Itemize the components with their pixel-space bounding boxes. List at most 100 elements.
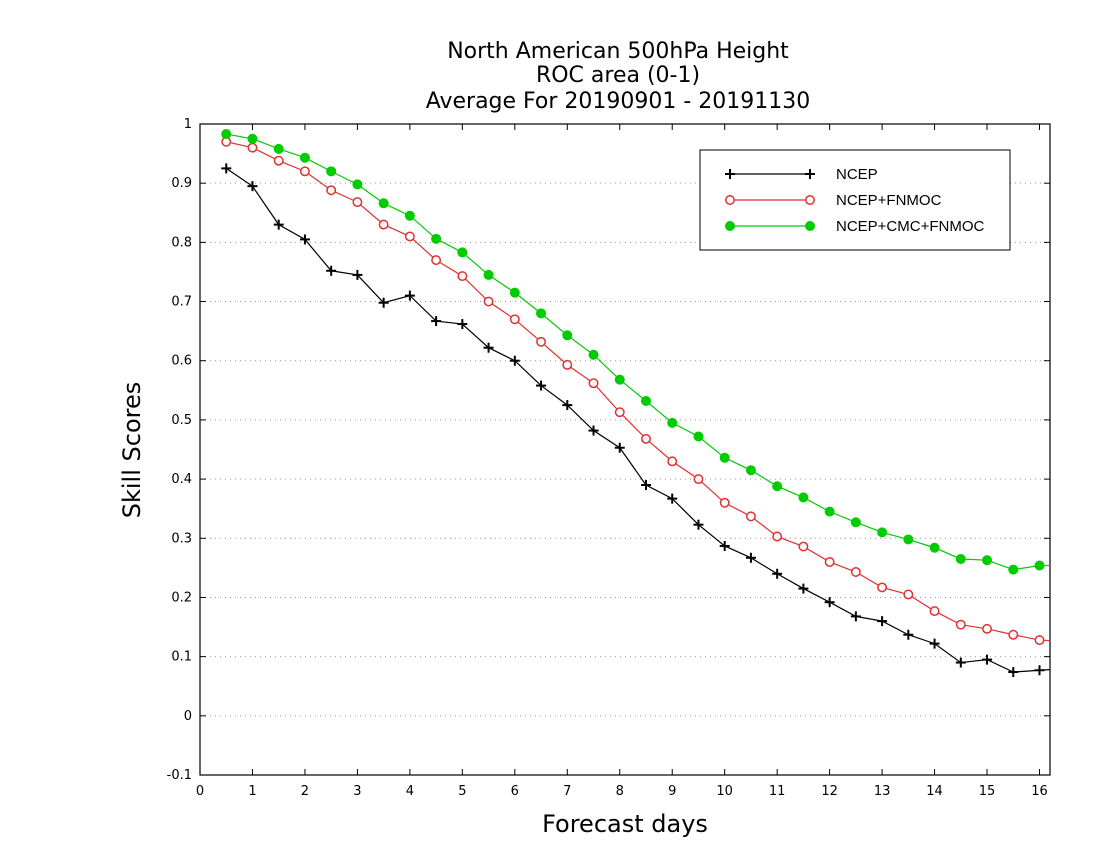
- data-point: [273, 155, 284, 166]
- data-point: [299, 166, 310, 177]
- data-point: [352, 179, 363, 190]
- x-tick-label: 9: [668, 784, 676, 799]
- data-point: [725, 169, 735, 179]
- data-point: [509, 287, 520, 298]
- x-tick-label: 14: [926, 784, 943, 799]
- x-tick-label: 12: [821, 784, 838, 799]
- data-point: [805, 221, 815, 231]
- x-tick-label: 11: [769, 784, 786, 799]
- data-point: [929, 542, 940, 553]
- x-axis-ticks: 0 1 2 3 4 5 6 7 8 9 10 11 12 13 14 15 16: [196, 124, 1048, 799]
- data-point: [378, 297, 389, 308]
- data-point: [824, 597, 835, 608]
- series-layer: [221, 129, 1051, 678]
- data-point: [509, 355, 520, 366]
- data-point: [588, 349, 599, 360]
- data-point: [457, 319, 468, 330]
- y-tick-label: 0: [184, 709, 192, 724]
- data-point: [667, 417, 678, 428]
- data-point: [798, 541, 809, 552]
- y-tick-label: 0.7: [171, 295, 192, 310]
- data-point: [326, 185, 337, 196]
- data-point: [982, 623, 992, 634]
- data-point: [798, 492, 809, 503]
- data-point: [457, 271, 468, 282]
- data-point: [719, 452, 730, 463]
- y-tick-label: 0.1: [171, 650, 192, 665]
- data-point: [719, 497, 730, 508]
- legend-item: NCEP+CMC+FNMOC: [725, 218, 985, 235]
- data-point: [745, 552, 756, 563]
- data-point: [588, 378, 599, 389]
- data-point: [745, 465, 756, 476]
- data-point: [725, 195, 735, 205]
- data-point: [824, 556, 835, 567]
- data-point: [247, 133, 258, 144]
- chart-title: North American 500hPa Height ROC area (0…: [426, 39, 811, 114]
- data-point: [955, 657, 966, 668]
- x-tick-label: 5: [458, 784, 466, 799]
- data-point: [982, 654, 993, 665]
- y-tick-label: -0.1: [167, 768, 192, 783]
- data-point: [805, 169, 815, 179]
- data-point: [877, 616, 888, 627]
- y-tick-label: 0.2: [171, 590, 192, 605]
- data-point: [562, 330, 573, 341]
- chart-title-line-2: ROC area (0-1): [536, 63, 700, 88]
- data-point: [431, 316, 442, 327]
- y-tick-label: 0.9: [171, 176, 192, 191]
- data-point: [404, 231, 415, 242]
- data-point: [955, 619, 966, 630]
- data-point: [247, 142, 258, 153]
- grid-lines: [200, 182, 1050, 717]
- y-tick-label: 0.4: [171, 472, 192, 487]
- data-point: [725, 221, 735, 231]
- data-point: [614, 407, 625, 418]
- y-tick-label: 0.5: [171, 413, 192, 428]
- y-tick-label: 1: [184, 117, 192, 132]
- data-point: [457, 247, 468, 258]
- series-ncep-cmc-fnmoc: [221, 129, 1050, 575]
- x-tick-label: 3: [353, 784, 361, 799]
- data-point: [667, 456, 678, 467]
- data-point: [772, 568, 783, 579]
- plot-area-frame: [199, 123, 1051, 776]
- data-point: [221, 163, 232, 174]
- data-point: [483, 296, 494, 307]
- x-tick-label: 4: [406, 784, 414, 799]
- data-point: [588, 425, 599, 436]
- chart-title-line-1: North American 500hPa Height: [447, 39, 789, 64]
- data-point: [693, 431, 704, 442]
- data-point: [1008, 564, 1019, 575]
- data-point: [1034, 635, 1045, 646]
- x-tick-label: 6: [511, 784, 519, 799]
- data-point: [509, 314, 520, 325]
- data-point: [483, 269, 494, 280]
- x-tick-label: 2: [301, 784, 309, 799]
- x-tick-label: 10: [716, 784, 733, 799]
- series-ncep-fnmoc: [221, 136, 1051, 646]
- data-point: [877, 582, 888, 593]
- data-point: [640, 480, 651, 491]
- data-point: [431, 255, 442, 266]
- y-tick-label: 0.8: [171, 235, 192, 250]
- x-tick-label: 1: [248, 784, 256, 799]
- legend: NCEP NCEP+FNMOC NCEP+CMC+FNMOC: [699, 149, 1011, 251]
- data-point: [667, 493, 678, 504]
- data-point: [431, 233, 442, 244]
- data-point: [562, 400, 573, 411]
- data-point: [352, 197, 363, 208]
- y-tick-label: 0.3: [171, 531, 192, 546]
- data-point: [326, 166, 337, 177]
- legend-item: NCEP+FNMOC: [725, 192, 942, 209]
- data-point: [614, 442, 625, 453]
- legend-label: NCEP+FNMOC: [836, 192, 942, 209]
- data-point: [772, 531, 783, 542]
- x-tick-label: 15: [979, 784, 996, 799]
- data-point: [536, 336, 546, 347]
- data-point: [903, 589, 914, 600]
- data-point: [273, 143, 284, 154]
- chart-title-line-3: Average For 20190901 - 20191130: [426, 89, 811, 114]
- y-axis-ticks: -0.1 0 0.1 0.2 0.3 0.4 0.5 0.6 0.7 0.8 0.9 1: [167, 117, 1050, 783]
- data-point: [614, 374, 625, 385]
